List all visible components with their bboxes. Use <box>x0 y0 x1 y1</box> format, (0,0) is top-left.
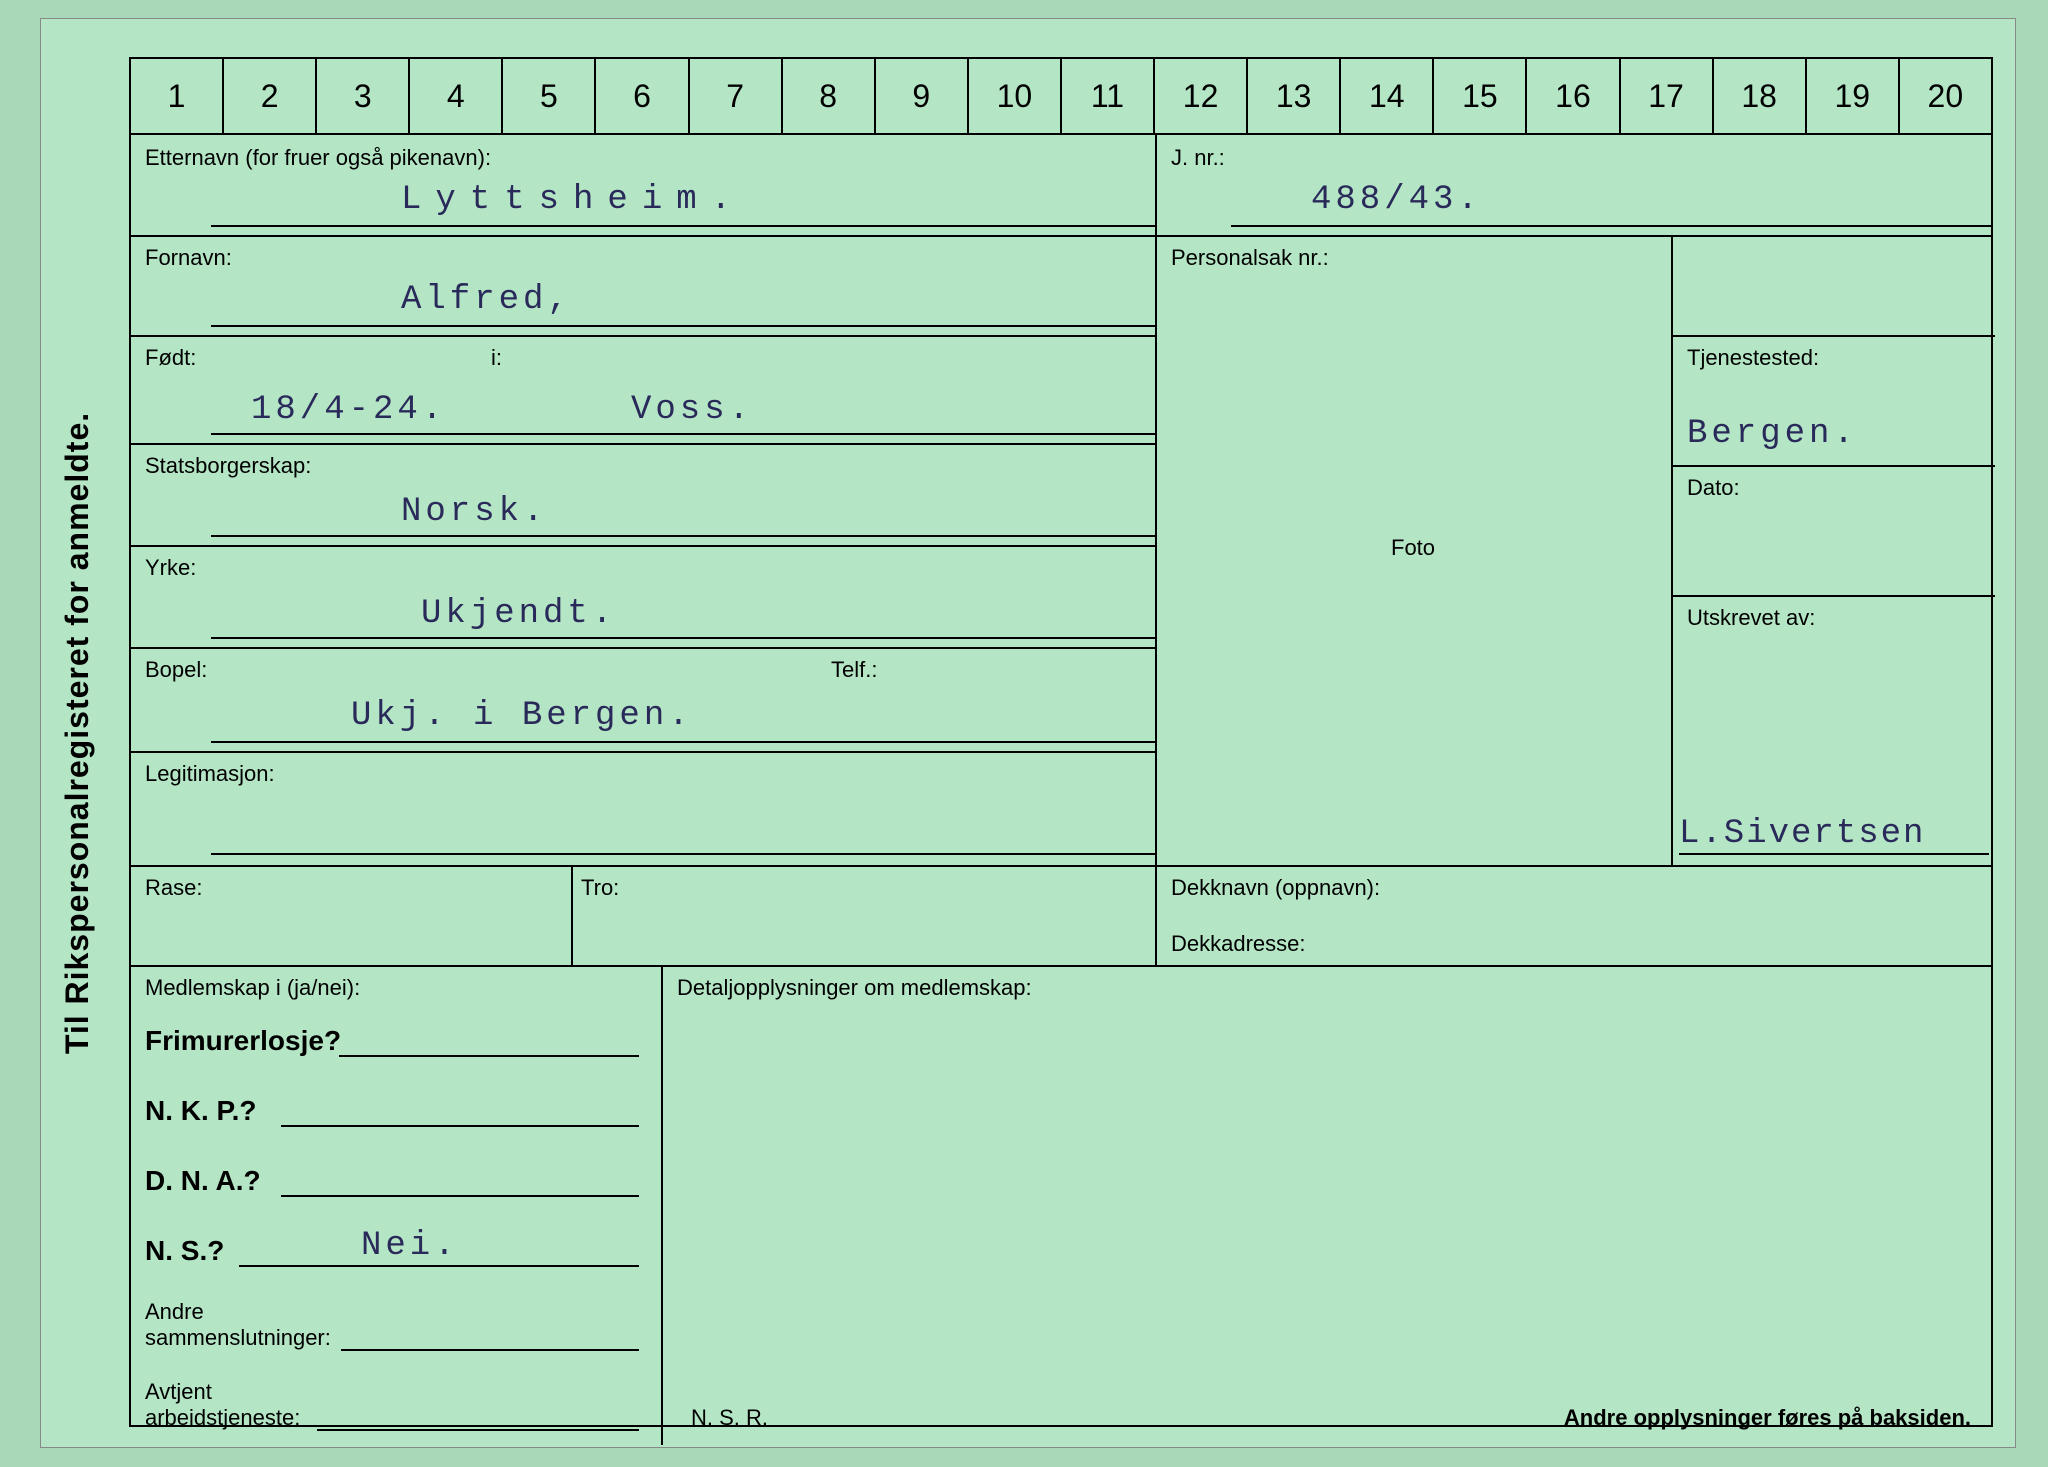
underline <box>211 853 1155 855</box>
row-divider <box>131 545 1155 547</box>
ruler-cell: 9 <box>876 59 969 133</box>
label-frimurer: Frimurerlosje? <box>145 1025 341 1057</box>
underline <box>211 637 1155 639</box>
label-rase: Rase: <box>145 875 202 901</box>
row-divider <box>131 335 1155 337</box>
label-andre2: sammenslutninger: <box>145 1325 331 1351</box>
underline <box>1231 225 1991 227</box>
value-jnr: 488/43. <box>1311 181 1482 219</box>
row-divider <box>1671 465 1995 467</box>
label-dato: Dato: <box>1687 475 1740 501</box>
label-medlemskap: Medlemskap i (ja/nei): <box>145 975 360 1001</box>
label-nsr: N. S. R. <box>691 1405 768 1431</box>
label-dna: D. N. A.? <box>145 1165 261 1197</box>
value-bopel: Ukj. i Bergen. <box>351 697 693 735</box>
ruler-cell: 20 <box>1900 59 1991 133</box>
ruler-cell: 15 <box>1434 59 1527 133</box>
row-divider <box>131 965 1991 967</box>
row-divider <box>131 865 1991 867</box>
label-personalsak: Personalsak nr.: <box>1171 245 1329 271</box>
vertical-title: Til Rikspersonalregisteret for anmeldte. <box>59 412 96 1054</box>
underline <box>341 1315 639 1351</box>
row-divider <box>131 235 1991 237</box>
label-detalj: Detaljopplysninger om medlemskap: <box>677 975 1032 1001</box>
label-ns: N. S.? <box>145 1235 224 1267</box>
ruler-cell: 2 <box>224 59 317 133</box>
label-telf: Telf.: <box>831 657 877 683</box>
label-bopel: Bopel: <box>145 657 207 683</box>
underline <box>1679 853 1989 855</box>
ruler-cell: 11 <box>1062 59 1155 133</box>
ruler-cell: 7 <box>690 59 783 133</box>
underline <box>211 535 1155 537</box>
label-dekkadresse: Dekkadresse: <box>1171 931 1306 957</box>
number-ruler: 1 2 3 4 5 6 7 8 9 10 11 12 13 14 15 16 1… <box>129 57 1993 135</box>
registration-card: Til Rikspersonalregisteret for anmeldte.… <box>40 18 2016 1448</box>
value-fodt-i: Voss. <box>631 391 753 429</box>
row-divider <box>1671 335 1995 337</box>
label-fodt: Født: <box>145 345 196 371</box>
label-tro: Tro: <box>581 875 619 901</box>
label-statsborgerskap: Statsborgerskap: <box>145 453 311 479</box>
row-divider <box>131 443 1155 445</box>
value-fornavn: Alfred, <box>401 281 572 319</box>
divider <box>571 865 573 965</box>
label-andre1: Andre <box>145 1299 204 1325</box>
ruler-cell: 18 <box>1714 59 1807 133</box>
ruler-cell: 14 <box>1341 59 1434 133</box>
ruler-cell: 12 <box>1155 59 1248 133</box>
value-yrke: Ukjendt. <box>421 595 616 633</box>
ruler-cell: 1 <box>131 59 224 133</box>
underline <box>211 433 1155 435</box>
value-etternavn: Lyttsheim. <box>401 181 745 219</box>
label-foto: Foto <box>1391 535 1435 561</box>
value-fodt: 18/4-24. <box>251 391 446 429</box>
value-statsborgerskap: Norsk. <box>401 493 547 531</box>
form-body: Etternavn (for fruer også pikenavn): Lyt… <box>129 135 1993 1427</box>
ruler-cell: 5 <box>503 59 596 133</box>
row-divider <box>131 751 1155 753</box>
label-tjenestested: Tjenestested: <box>1687 345 1819 371</box>
underline <box>281 1161 639 1197</box>
divider <box>661 965 663 1445</box>
label-i: i: <box>491 345 502 371</box>
value-utskrevet: L.Sivertsen <box>1679 815 1925 853</box>
row-divider <box>1671 595 1995 597</box>
label-fornavn: Fornavn: <box>145 245 232 271</box>
divider <box>1155 135 1157 865</box>
divider <box>1155 865 1157 965</box>
label-legitimasjon: Legitimasjon: <box>145 761 275 787</box>
ruler-cell: 4 <box>410 59 503 133</box>
label-nkp: N. K. P.? <box>145 1095 257 1127</box>
ruler-cell: 16 <box>1527 59 1620 133</box>
ruler-cell: 17 <box>1621 59 1714 133</box>
row-divider <box>131 647 1155 649</box>
underline <box>211 325 1155 327</box>
label-utskrevet: Utskrevet av: <box>1687 605 1815 631</box>
underline <box>239 1231 639 1267</box>
divider <box>1671 235 1673 865</box>
underline <box>281 1091 639 1127</box>
underline <box>211 741 1155 743</box>
label-yrke: Yrke: <box>145 555 196 581</box>
label-dekknavn: Dekknavn (oppnavn): <box>1171 875 1380 901</box>
ruler-cell: 10 <box>969 59 1062 133</box>
label-baksiden: Andre opplysninger føres på baksiden. <box>1564 1405 1971 1431</box>
ruler-cell: 8 <box>783 59 876 133</box>
label-jnr: J. nr.: <box>1171 145 1225 171</box>
underline <box>339 1021 639 1057</box>
ruler-cell: 19 <box>1807 59 1900 133</box>
underline <box>317 1395 639 1431</box>
ruler-cell: 13 <box>1248 59 1341 133</box>
ruler-cell: 3 <box>317 59 410 133</box>
label-avtjent2: arbeidstjeneste: <box>145 1405 300 1431</box>
value-tjenestested: Bergen. <box>1687 415 1858 453</box>
label-etternavn: Etternavn (for fruer også pikenavn): <box>145 145 491 171</box>
label-avtjent1: Avtjent <box>145 1379 212 1405</box>
underline <box>211 225 1155 227</box>
ruler-cell: 6 <box>596 59 689 133</box>
